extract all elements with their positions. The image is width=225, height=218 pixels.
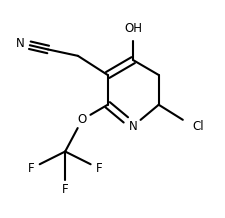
Text: F: F bbox=[28, 162, 34, 175]
Text: F: F bbox=[95, 162, 102, 175]
Text: N: N bbox=[16, 37, 25, 50]
Text: N: N bbox=[128, 119, 137, 133]
Text: Cl: Cl bbox=[192, 119, 203, 133]
Text: OH: OH bbox=[124, 22, 142, 35]
Text: O: O bbox=[77, 113, 86, 126]
Text: F: F bbox=[62, 183, 68, 196]
